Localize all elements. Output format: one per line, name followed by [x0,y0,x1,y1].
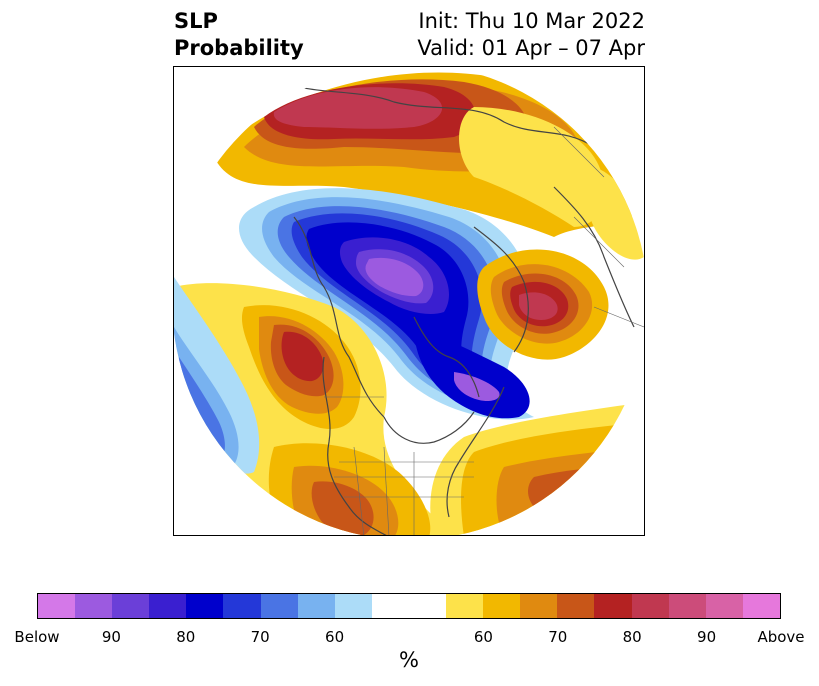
colorbar-segment [223,594,261,618]
colorbar-segment [38,594,76,618]
colorbar-segment [594,594,632,618]
colorbar-segment [408,594,447,618]
colorbar-segment [483,594,521,618]
colorbar-tick-label: 70 [548,628,568,646]
colorbar-segment [334,594,372,618]
map-title-right: Init: Thu 10 Mar 2022 Valid: 01 Apr – 07… [417,8,645,62]
central-below-region [239,188,534,420]
colorbar-segment [557,594,595,618]
colorbar-tick-label: 90 [101,628,121,646]
title-type: Probability [174,36,304,60]
colorbar-segment [705,594,743,618]
colorbar-segment [668,594,706,618]
probability-colorbar [37,593,781,619]
colorbar-tick-label: 80 [622,628,642,646]
colorbar-tick-label: 70 [250,628,270,646]
colorbar-segment [742,594,780,618]
coastlines [273,76,635,535]
colorbar-tick-label: Below [14,628,60,646]
colorbar-segment [446,594,484,618]
colorbar-segment [371,594,409,618]
map-panel [173,66,645,536]
colorbar-segment [260,594,298,618]
valid-range: Valid: 01 Apr – 07 Apr [417,36,645,60]
colorbar-tick-label: 90 [697,628,717,646]
colorbar-segment [112,594,150,618]
colorbar-tick-label: Above [757,628,805,646]
hemisphere-field [174,67,644,535]
colorbar-segment [75,594,113,618]
colorbar-segment [297,594,335,618]
probability-map [174,67,644,535]
colorbar-segment [520,594,558,618]
colorbar-tick-label: 60 [325,628,345,646]
colorbar-segment [149,594,187,618]
north-above-region [214,72,644,260]
colorbar-tick-label: 60 [473,628,493,646]
borders [324,126,644,535]
colorbar-segment [631,594,669,618]
colorbar-segment [186,594,224,618]
colorbar-unit-label: % [399,648,419,672]
title-variable: SLP [174,9,218,33]
colorbar-tick-label: 80 [176,628,196,646]
init-date: Init: Thu 10 Mar 2022 [418,9,645,33]
pacific-below-region [174,277,260,474]
map-title-left: SLP Probability [174,8,304,62]
